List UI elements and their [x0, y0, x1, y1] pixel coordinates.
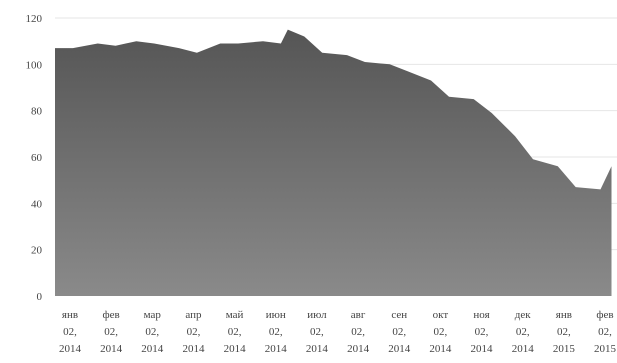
x-tick-label-line: сен [391, 309, 407, 321]
y-tick-label: 40 [31, 198, 43, 210]
x-tick-label-line: 2014 [388, 343, 411, 355]
x-tick-label-line: 2014 [306, 343, 329, 355]
x-tick-label-line: 2014 [471, 343, 494, 355]
x-tick-label: окт 02, 2014 [429, 309, 452, 355]
x-tick-label: дек 02, 2014 [512, 309, 535, 355]
x-tick-label: июн 02, 2014 [265, 309, 288, 355]
y-tick-label: 80 [31, 106, 43, 118]
x-tick-label: фев 02, 2014 [100, 309, 123, 355]
x-tick-label: фев 02, 2015 [594, 309, 617, 355]
y-tick-label: 100 [26, 59, 43, 71]
x-tick-label: ноя 02, 2014 [471, 309, 494, 355]
x-tick-label-line: 02, [557, 326, 571, 338]
x-tick-label-line: 02, [598, 326, 612, 338]
x-tick-label-line: 2014 [141, 343, 164, 355]
x-tick-label-line: 2014 [182, 343, 205, 355]
x-tick-label-line: 02, [104, 326, 118, 338]
x-tick-label-line: 02, [187, 326, 201, 338]
y-axis: 0 20 40 60 80 100 120 [26, 13, 43, 303]
x-tick-label-line: фев [596, 309, 613, 321]
y-tick-label: 0 [37, 291, 43, 303]
x-tick-label-line: авг [351, 309, 366, 321]
x-tick-label-line: янв [62, 309, 78, 321]
x-tick-label-line: июл [307, 309, 327, 321]
x-tick-label-line: ноя [473, 309, 489, 321]
x-axis: янв 02, 2014 фев 02, 2014 мар 02, 2014 апр 02, 2014… [59, 309, 617, 355]
x-tick-label-line: 2014 [347, 343, 370, 355]
x-tick-label-line: 2014 [512, 343, 535, 355]
x-tick-label-line: 2014 [429, 343, 452, 355]
x-tick-label-line: 02, [269, 326, 283, 338]
x-tick-label-line: 02, [475, 326, 489, 338]
x-tick-label-line: 2015 [553, 343, 576, 355]
x-tick-label-line: 02, [392, 326, 406, 338]
x-tick-label-line: 2014 [224, 343, 247, 355]
x-tick-label-line: май [226, 309, 244, 321]
x-tick-label-line: 02, [351, 326, 365, 338]
y-tick-label: 60 [31, 152, 43, 164]
x-tick-label-line: 2014 [265, 343, 288, 355]
x-tick-label-line: мар [144, 309, 162, 321]
x-tick-label-line: 2014 [100, 343, 123, 355]
x-tick-label-line: окт [433, 309, 449, 321]
x-tick-label-line: дек [515, 309, 531, 321]
x-tick-label-line: июн [266, 309, 286, 321]
x-tick-label-line: 02, [228, 326, 242, 338]
x-tick-label: май 02, 2014 [224, 309, 247, 355]
y-tick-label: 120 [26, 13, 43, 25]
x-tick-label-line: 02, [434, 326, 448, 338]
x-tick-label: янв 02, 2014 [59, 309, 82, 355]
x-tick-label-line: 2014 [59, 343, 82, 355]
x-tick-label-line: 02, [63, 326, 77, 338]
x-tick-label-line: янв [556, 309, 572, 321]
x-tick-label-line: 02, [310, 326, 324, 338]
x-tick-label-line: 2015 [594, 343, 617, 355]
x-tick-label-line: апр [185, 309, 202, 321]
x-tick-label: апр 02, 2014 [182, 309, 205, 355]
price-area [55, 29, 612, 296]
x-tick-label-line: 02, [145, 326, 159, 338]
x-tick-label-line: фев [103, 309, 120, 321]
x-tick-label: мар 02, 2014 [141, 309, 164, 355]
x-tick-label: авг 02, 2014 [347, 309, 370, 355]
x-tick-label-line: 02, [516, 326, 530, 338]
x-tick-label: сен 02, 2014 [388, 309, 411, 355]
x-tick-label: янв 02, 2015 [553, 309, 576, 355]
y-tick-label: 20 [31, 245, 43, 257]
x-tick-label: июл 02, 2014 [306, 309, 329, 355]
